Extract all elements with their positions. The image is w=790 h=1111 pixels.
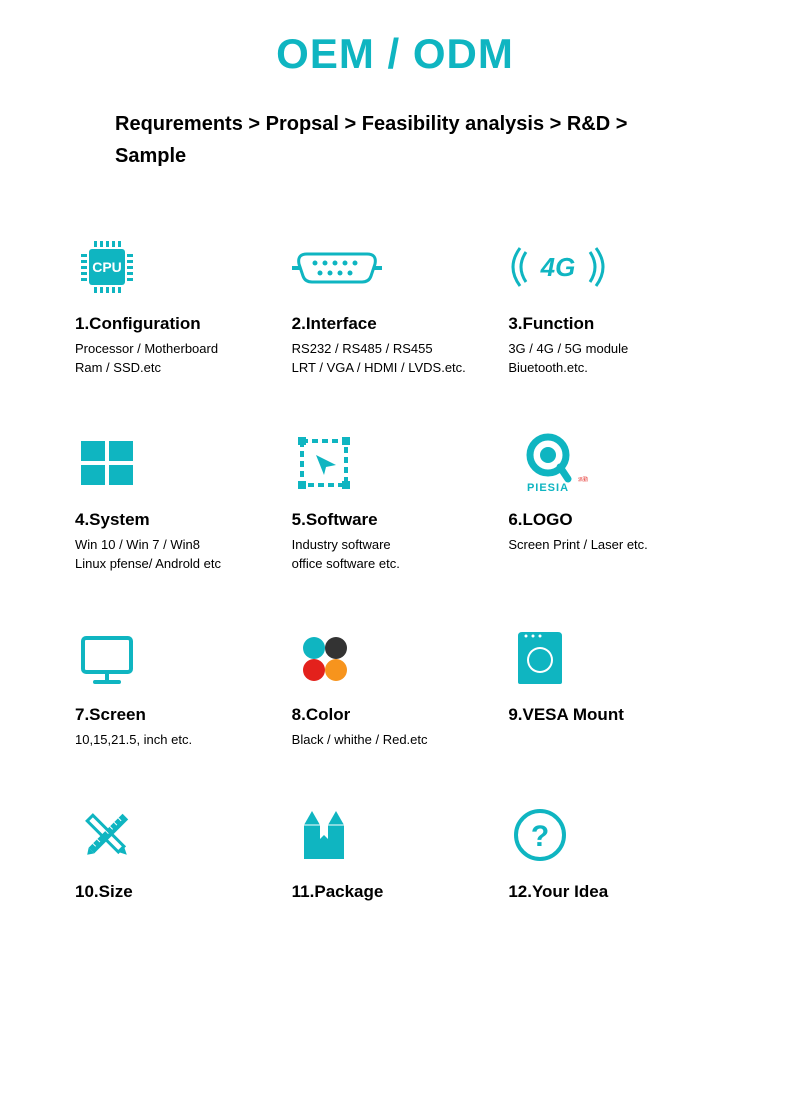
item-title: 3.Function [508,314,594,334]
item-title: 4.System [75,510,150,530]
logo-icon: PIESIA 派勤电子 [508,428,588,498]
item-desc: 10,15,21.5, inch etc. [75,731,192,750]
svg-text:CPU: CPU [92,259,122,275]
item-title: 2.Interface [292,314,377,334]
cpu-icon: CPU [75,232,139,302]
4g-icon: 4G [508,232,608,302]
item-desc: Industry software office software etc. [292,536,400,574]
item-title: 12.Your Idea [508,882,608,902]
size-icon [75,800,139,870]
item-title: 11.Package [292,882,384,902]
svg-text:PIESIA: PIESIA [527,482,569,494]
item-desc: RS232 / RS485 / RS455 LRT / VGA / HDMI /… [292,340,466,378]
windows-icon [75,428,139,498]
feature-item: 4.System Win 10 / Win 7 / Win8 Linux pfen… [75,428,282,574]
item-title: 6.LOGO [508,510,572,530]
feature-item: 4G 3.Function 3G / 4G / 5G module Biuetoo… [508,232,715,378]
page-container: OEM / ODM Requrements > Propsal > Feasib… [0,0,790,938]
items-grid: CPU [40,232,750,908]
feature-item: 11.Package [292,800,499,908]
item-title: 7.Screen [75,705,146,725]
feature-item: PIESIA 派勤电子 6.LOGO Screen Print / Laser e… [508,428,715,574]
idea-icon: ? [508,800,572,870]
feature-item: 10.Size [75,800,282,908]
feature-item: 8.Color Black / whithe / Red.etc [292,623,499,750]
page-title: OEM / ODM [40,30,750,78]
software-icon [292,428,356,498]
item-desc: Win 10 / Win 7 / Win8 Linux pfense/ Andr… [75,536,221,574]
item-title: 9.VESA Mount [508,705,624,725]
breadcrumb: Requrements > Propsal > Feasibility anal… [115,108,690,172]
item-desc: Black / whithe / Red.etc [292,731,428,750]
item-title: 8.Color [292,705,351,725]
item-desc: Screen Print / Laser etc. [508,536,647,555]
package-icon [292,800,356,870]
item-desc: 3G / 4G / 5G module Biuetooth.etc. [508,340,628,378]
color-icon [292,623,356,693]
item-title: 5.Software [292,510,378,530]
vesa-icon [508,623,572,693]
feature-item: CPU [75,232,282,378]
feature-item: 9.VESA Mount [508,623,715,750]
item-desc: Processor / Motherboard Ram / SSD.etc [75,340,218,378]
item-title: 10.Size [75,882,133,902]
feature-item: 2.Interface RS232 / RS485 / RS455 LRT / V… [292,232,499,378]
screen-icon [75,623,139,693]
feature-item: ? 12.Your Idea [508,800,715,908]
feature-item: 7.Screen 10,15,21.5, inch etc. [75,623,282,750]
svg-text:派勤电子: 派勤电子 [578,476,588,483]
item-title: 1.Configuration [75,314,201,334]
interface-icon [292,232,382,302]
svg-text:?: ? [531,820,549,853]
feature-item: 5.Software Industry software office softw… [292,428,499,574]
svg-text:4G: 4G [540,252,576,282]
